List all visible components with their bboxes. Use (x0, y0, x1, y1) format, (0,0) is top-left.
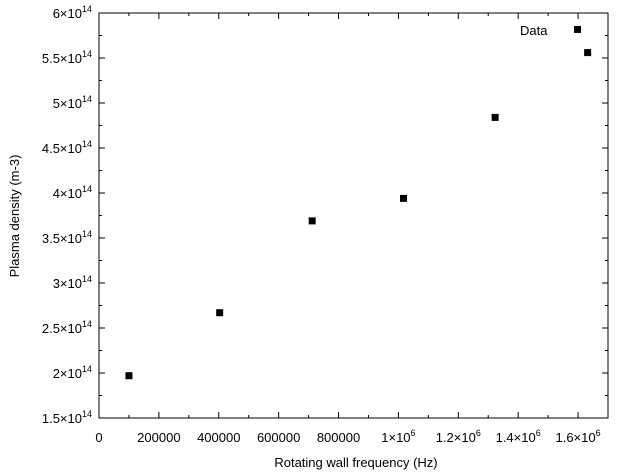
legend-label: Data (520, 23, 548, 38)
data-point (400, 194, 408, 202)
y-tick-label: 5×1014 (53, 94, 92, 111)
y-axis-title: Plasma density (m-3) (7, 155, 22, 278)
data-point (308, 217, 316, 225)
legend-marker (574, 26, 581, 33)
data-point (125, 372, 133, 380)
x-tick-label: 200000 (137, 430, 180, 445)
y-tick-label: 2.5×1014 (42, 319, 92, 336)
x-tick-label: 600000 (257, 430, 300, 445)
y-tick-label: 4×1014 (53, 184, 92, 201)
x-tick-label: 1.4×106 (496, 428, 541, 445)
plot-frame (98, 12, 609, 419)
data-point (216, 309, 224, 317)
y-tick-label: 5.5×1014 (42, 49, 92, 66)
y-tick-label: 3×1014 (53, 274, 92, 291)
tick-marks (98, 12, 608, 419)
data-point (491, 113, 499, 121)
x-tick-label: 1×106 (381, 428, 415, 445)
x-tick-label: 0 (95, 430, 102, 445)
x-tick-label: 1.6×106 (555, 428, 600, 445)
x-tick-label: 800000 (317, 430, 360, 445)
x-axis-title: Rotating wall frequency (Hz) (274, 455, 437, 470)
x-tick-label: 400000 (197, 430, 240, 445)
data-points (125, 49, 592, 380)
x-tick-label: 1.2×106 (436, 428, 481, 445)
y-tick-label: 3.5×1014 (42, 229, 92, 246)
tick-labels: 0 200000 400000 600000 800000 1×106 1.2×106 1.4… (42, 4, 601, 445)
y-tick-label: 4.5×1014 (42, 139, 92, 156)
y-tick-label: 6×1014 (53, 4, 92, 21)
data-point (584, 49, 592, 57)
legend: Data (520, 23, 581, 38)
y-tick-label: 1.5×1014 (42, 409, 92, 426)
y-tick-label: 2×1014 (53, 364, 92, 381)
